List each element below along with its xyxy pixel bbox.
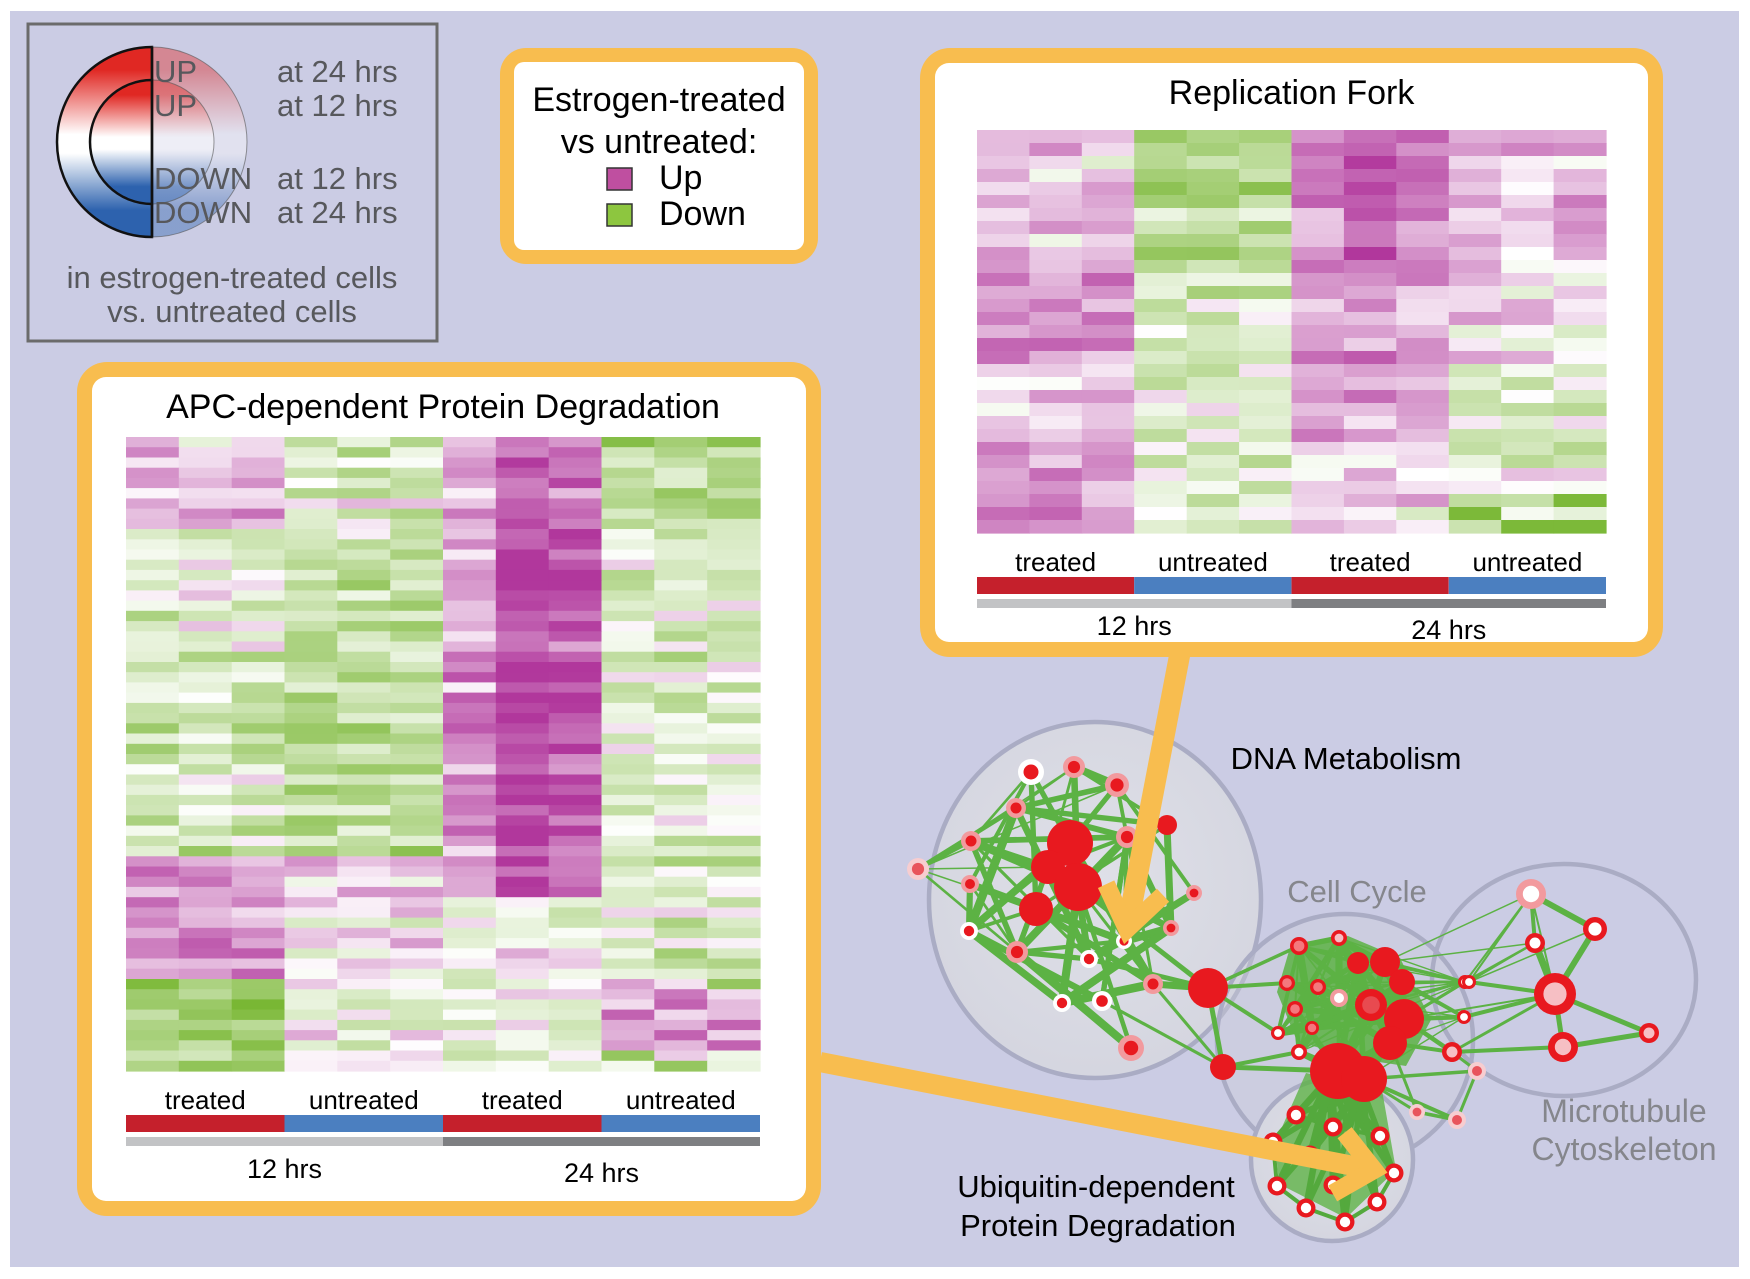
svg-text:untreated: untreated xyxy=(309,1085,419,1115)
svg-text:Ubiquitin-dependent: Ubiquitin-dependent xyxy=(957,1169,1235,1204)
svg-text:at 24 hrs: at 24 hrs xyxy=(277,54,398,89)
svg-text:Protein Degradation: Protein Degradation xyxy=(960,1208,1236,1243)
svg-text:12 hrs: 12 hrs xyxy=(1097,611,1172,641)
svg-text:treated: treated xyxy=(482,1085,563,1115)
svg-text:Estrogen-treated: Estrogen-treated xyxy=(532,81,785,119)
svg-text:12 hrs: 12 hrs xyxy=(247,1154,322,1184)
svg-text:untreated: untreated xyxy=(1158,547,1268,577)
svg-text:UP: UP xyxy=(154,54,197,89)
svg-text:Cell Cycle: Cell Cycle xyxy=(1287,874,1427,909)
svg-text:treated: treated xyxy=(1015,547,1096,577)
svg-text:untreated: untreated xyxy=(1472,547,1582,577)
svg-text:treated: treated xyxy=(165,1085,246,1115)
svg-text:DNA Metabolism: DNA Metabolism xyxy=(1231,741,1462,776)
svg-text:vs untreated:: vs untreated: xyxy=(561,123,758,161)
svg-text:Up: Up xyxy=(659,159,702,197)
svg-text:at 12 hrs: at 12 hrs xyxy=(277,161,398,196)
svg-text:Down: Down xyxy=(659,195,746,233)
svg-text:DOWN: DOWN xyxy=(154,161,252,196)
svg-text:24 hrs: 24 hrs xyxy=(1411,615,1486,645)
svg-text:Microtubule: Microtubule xyxy=(1541,1093,1706,1129)
svg-text:vs. untreated cells: vs. untreated cells xyxy=(107,294,357,329)
svg-text:treated: treated xyxy=(1330,547,1411,577)
svg-text:in estrogen-treated cells: in estrogen-treated cells xyxy=(67,260,398,295)
svg-text:APC-dependent Protein Degradat: APC-dependent Protein Degradation xyxy=(166,388,720,426)
svg-text:Cytoskeleton: Cytoskeleton xyxy=(1532,1131,1717,1167)
svg-text:DOWN: DOWN xyxy=(154,195,252,230)
svg-text:untreated: untreated xyxy=(626,1085,736,1115)
svg-text:24 hrs: 24 hrs xyxy=(564,1158,639,1188)
svg-text:Replication Fork: Replication Fork xyxy=(1169,74,1416,112)
svg-text:at 24 hrs: at 24 hrs xyxy=(277,195,398,230)
svg-text:UP: UP xyxy=(154,88,197,123)
svg-text:at 12 hrs: at 12 hrs xyxy=(277,88,398,123)
